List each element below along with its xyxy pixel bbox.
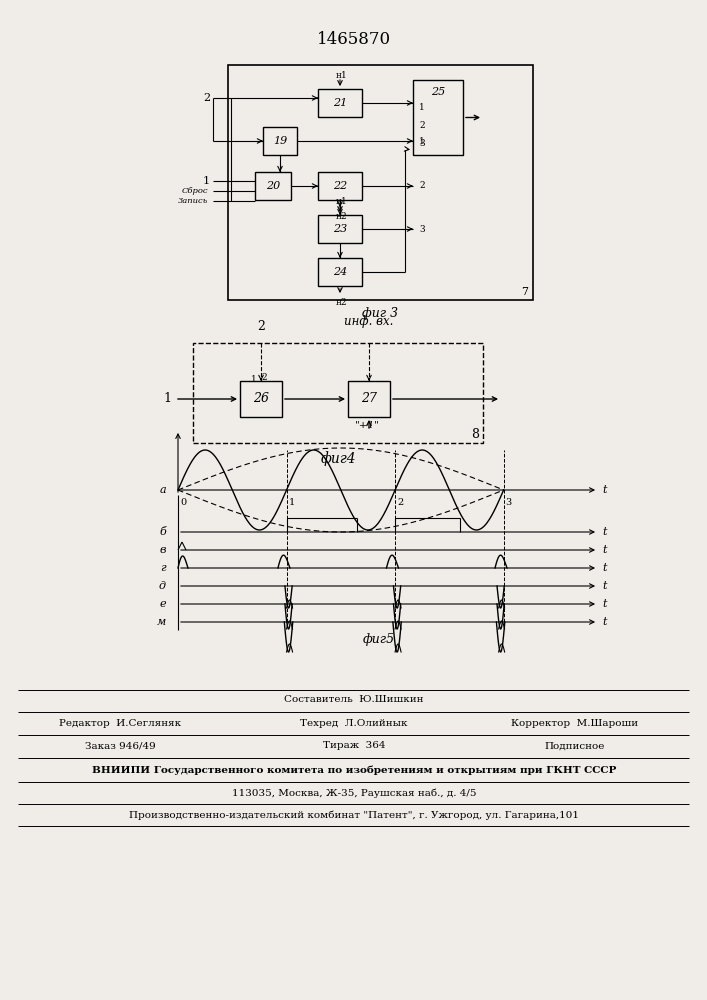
Text: д: д (159, 581, 166, 591)
Text: б: б (159, 527, 166, 537)
Text: н1: н1 (336, 196, 348, 206)
Text: 1: 1 (288, 498, 295, 507)
Text: 2: 2 (257, 320, 265, 334)
Text: 113035, Москва, Ж-35, Раушская наб., д. 4/5: 113035, Москва, Ж-35, Раушская наб., д. … (232, 788, 477, 798)
Text: 0: 0 (180, 498, 186, 507)
Text: фиг4: фиг4 (320, 452, 356, 466)
Bar (255, 172, 291, 200)
Text: 2: 2 (261, 372, 267, 381)
Bar (413, 80, 463, 155)
Text: 27: 27 (361, 392, 377, 406)
Text: 2: 2 (419, 121, 425, 130)
Bar (318, 89, 362, 117)
Bar (318, 172, 362, 200)
Text: Производственно-издательский комбинат "Патент", г. Ужгород, ул. Гагарина,101: Производственно-издательский комбинат "П… (129, 810, 579, 820)
Text: 2: 2 (397, 498, 403, 507)
Text: н1: н1 (336, 70, 348, 80)
Text: Тираж  364: Тираж 364 (323, 742, 385, 750)
Text: 3: 3 (419, 225, 425, 233)
Text: а: а (159, 485, 166, 495)
Text: 2: 2 (203, 93, 210, 103)
Text: 1: 1 (251, 375, 257, 384)
Text: ВНИИПИ Государственного комитета по изобретениям и открытиям при ГКНТ СССР: ВНИИПИ Государственного комитета по изоб… (92, 765, 617, 775)
Text: 1465870: 1465870 (317, 31, 391, 48)
Text: 21: 21 (333, 98, 347, 108)
Text: е: е (159, 599, 166, 609)
Bar (263, 127, 297, 155)
Text: н2: н2 (337, 212, 348, 221)
Text: 19: 19 (273, 136, 287, 146)
Text: 24: 24 (333, 267, 347, 277)
Text: 20: 20 (266, 181, 280, 191)
Text: 22: 22 (333, 181, 347, 191)
Text: 23: 23 (333, 224, 347, 234)
Text: t: t (602, 485, 607, 495)
Text: Подписное: Подписное (545, 742, 605, 750)
Text: 7: 7 (522, 287, 529, 297)
Text: t: t (602, 527, 607, 537)
Text: фиг 3: фиг 3 (363, 308, 399, 320)
Text: 3: 3 (506, 498, 512, 507)
Text: 25: 25 (431, 87, 445, 97)
Text: инф. вх.: инф. вх. (344, 314, 394, 328)
Text: Сброс: Сброс (182, 187, 208, 195)
Text: 1: 1 (163, 392, 171, 406)
Text: г: г (160, 563, 166, 573)
Text: Заказ 946/49: Заказ 946/49 (85, 742, 156, 750)
Text: м: м (157, 617, 166, 627)
Text: 8: 8 (471, 428, 479, 442)
Text: 1: 1 (419, 136, 425, 145)
Bar (318, 215, 362, 243)
Text: фиг5: фиг5 (363, 634, 395, 647)
Text: Корректор  М.Шароши: Корректор М.Шароши (511, 718, 638, 728)
Bar (318, 258, 362, 286)
Text: Составитель  Ю.Шишкин: Составитель Ю.Шишкин (284, 696, 423, 704)
Text: t: t (602, 581, 607, 591)
Bar (348, 381, 390, 417)
Text: Техред  Л.Олийнык: Техред Л.Олийнык (300, 718, 408, 728)
Text: 2: 2 (419, 182, 425, 190)
Text: Запись: Запись (177, 197, 208, 205)
Text: Редактор  И.Сегляняк: Редактор И.Сегляняк (59, 718, 181, 728)
Text: t: t (602, 545, 607, 555)
Bar (240, 381, 282, 417)
Text: t: t (602, 599, 607, 609)
Text: "+1": "+1" (355, 420, 380, 430)
Text: в: в (160, 545, 166, 555)
Text: 1: 1 (203, 176, 210, 186)
Text: н2: н2 (337, 298, 348, 307)
Text: 3: 3 (419, 139, 425, 148)
Text: 1: 1 (419, 104, 425, 112)
Bar (193, 343, 483, 443)
Text: t: t (602, 617, 607, 627)
Bar (228, 65, 533, 300)
Text: 26: 26 (253, 392, 269, 406)
Text: t: t (602, 563, 607, 573)
